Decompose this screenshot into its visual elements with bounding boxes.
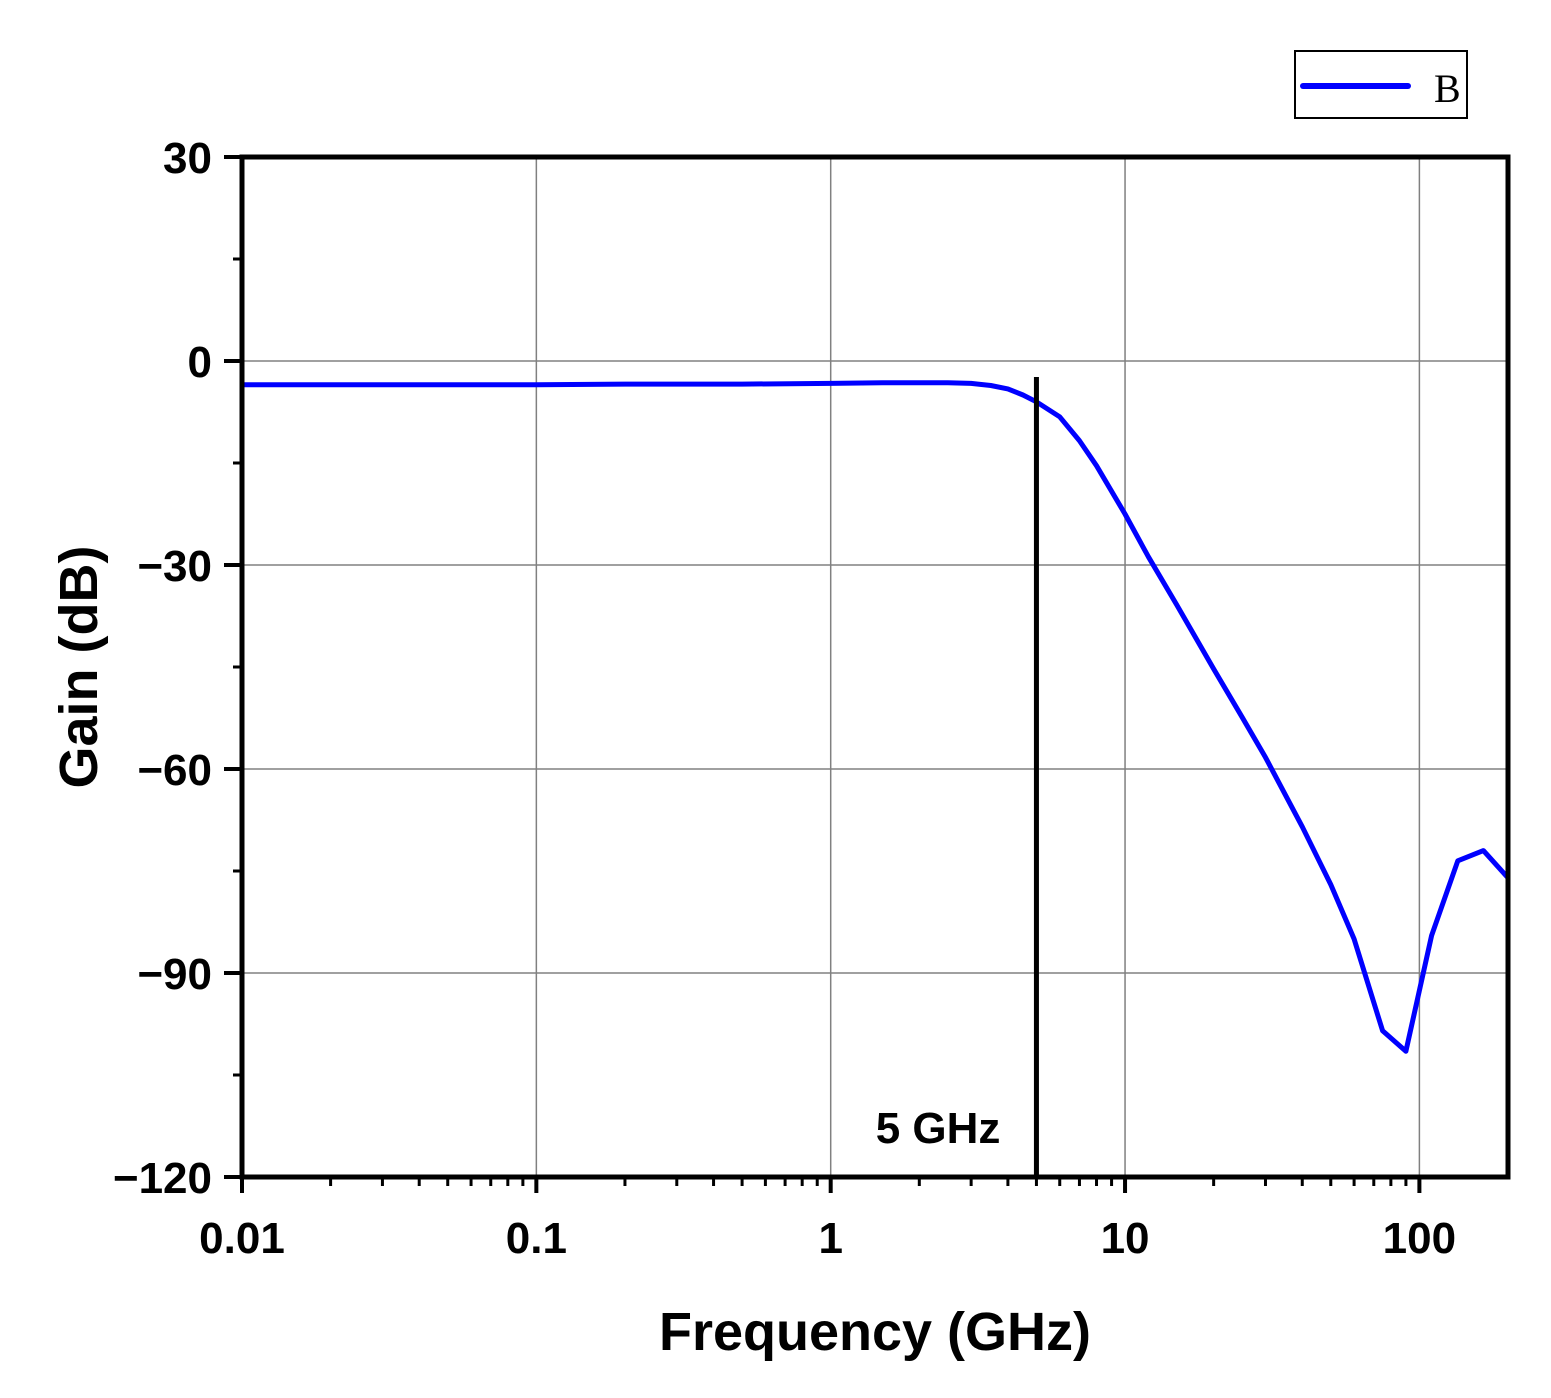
marker-layer: 5 GHz bbox=[876, 377, 1039, 1177]
x-tick-labels: 0.01 0.1 1 10 100 bbox=[199, 1214, 1456, 1263]
y-tick-label: −90 bbox=[137, 950, 212, 999]
legend-label-b: B bbox=[1434, 66, 1461, 111]
y-tick-label: −60 bbox=[137, 746, 212, 795]
y-tick-label: 30 bbox=[163, 134, 212, 183]
x-tick-label: 100 bbox=[1383, 1214, 1456, 1263]
x-tick-label: 1 bbox=[818, 1214, 842, 1263]
legend: B bbox=[1294, 50, 1468, 119]
marker-label-5ghz: 5 GHz bbox=[876, 1104, 1001, 1153]
plot-frame bbox=[239, 154, 1511, 1180]
y-tick-label: 0 bbox=[188, 338, 212, 387]
axis-ticks bbox=[224, 155, 1422, 1193]
series-line-b bbox=[242, 380, 1510, 1054]
y-tick-label: −30 bbox=[137, 542, 212, 591]
y-tick-label: −120 bbox=[113, 1154, 212, 1203]
x-axis-label: Frequency (GHz) bbox=[659, 1302, 1091, 1362]
y-tick-labels: 30 0 −30 −60 −90 −120 bbox=[113, 134, 212, 1203]
x-tick-label: 0.1 bbox=[506, 1214, 567, 1263]
y-axis-label: Gain (dB) bbox=[49, 546, 109, 789]
x-tick-label: 0.01 bbox=[199, 1214, 285, 1263]
series-layer bbox=[242, 380, 1510, 1054]
grid-lines bbox=[242, 157, 1508, 1177]
x-tick-label: 10 bbox=[1101, 1214, 1150, 1263]
